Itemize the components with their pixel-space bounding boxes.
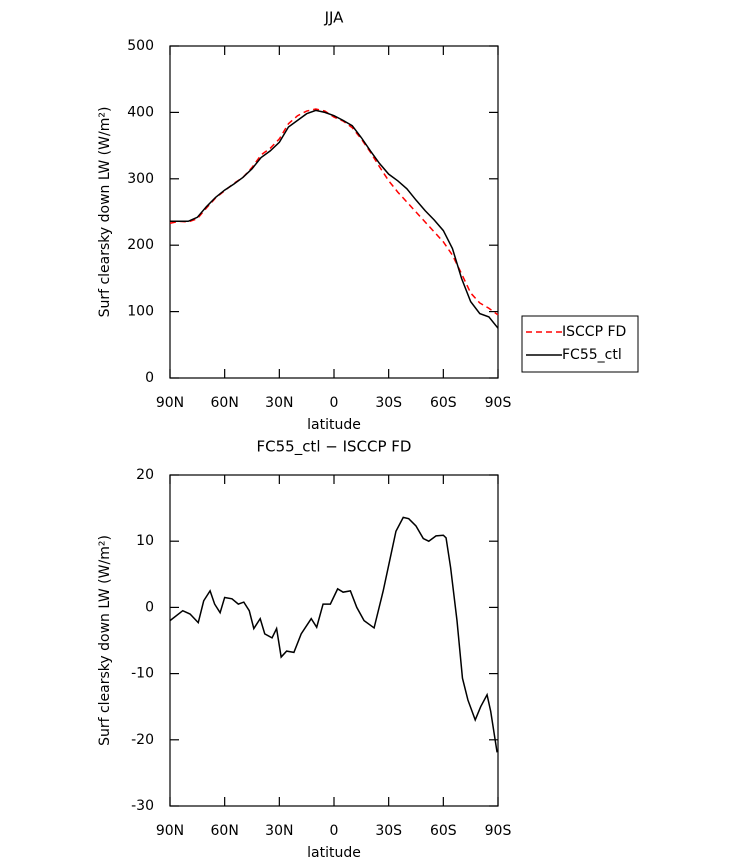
y-tick-label: 500 xyxy=(127,38,154,54)
x-tick-label: 30N xyxy=(265,823,293,839)
y-tick-label: -10 xyxy=(131,666,154,682)
legend-label: FC55_ctl xyxy=(562,347,622,363)
x-axis-label: latitude xyxy=(307,845,361,861)
y-tick-label: -20 xyxy=(131,732,154,748)
x-tick-label: 90N xyxy=(156,395,184,411)
x-tick-label: 30N xyxy=(265,395,293,411)
y-tick-label: 0 xyxy=(145,599,154,615)
y-tick-label: 100 xyxy=(127,304,154,320)
plot-frame xyxy=(169,474,499,807)
y-tick-label: -30 xyxy=(131,798,154,814)
x-tick-label: 90N xyxy=(156,823,184,839)
y-tick-label: 400 xyxy=(127,104,154,120)
y-tick-label: 0 xyxy=(145,370,154,386)
x-tick-label: 0 xyxy=(330,395,339,411)
y-tick-label: 300 xyxy=(127,171,154,187)
x-tick-label: 60S xyxy=(430,823,457,839)
plot-frame xyxy=(169,45,499,379)
x-tick-label: 30S xyxy=(375,823,402,839)
x-axis-label: latitude xyxy=(307,417,361,433)
data-line xyxy=(169,516,498,753)
x-tick-label: 90S xyxy=(485,395,512,411)
y-axis-label: Surf clearsky down LW (W/m²) xyxy=(97,107,113,318)
x-tick-label: 60S xyxy=(430,395,457,411)
x-tick-label: 30S xyxy=(375,395,402,411)
y-tick-label: 200 xyxy=(127,237,154,253)
y-tick-label: 10 xyxy=(136,533,154,549)
x-tick-label: 90S xyxy=(485,823,512,839)
chart-title: JJA xyxy=(324,9,345,27)
chart-title: FC55_ctl − ISCCP FD xyxy=(257,438,412,457)
x-tick-label: 60N xyxy=(211,823,239,839)
y-tick-label: 20 xyxy=(136,467,154,483)
y-axis-label: Surf clearsky down LW (W/m²) xyxy=(97,535,113,746)
x-tick-label: 0 xyxy=(330,823,339,839)
legend-label: ISCCP FD xyxy=(562,324,626,340)
data-line xyxy=(170,109,499,329)
legend-box xyxy=(521,315,639,373)
data-line xyxy=(169,108,499,316)
x-tick-label: 60N xyxy=(211,395,239,411)
